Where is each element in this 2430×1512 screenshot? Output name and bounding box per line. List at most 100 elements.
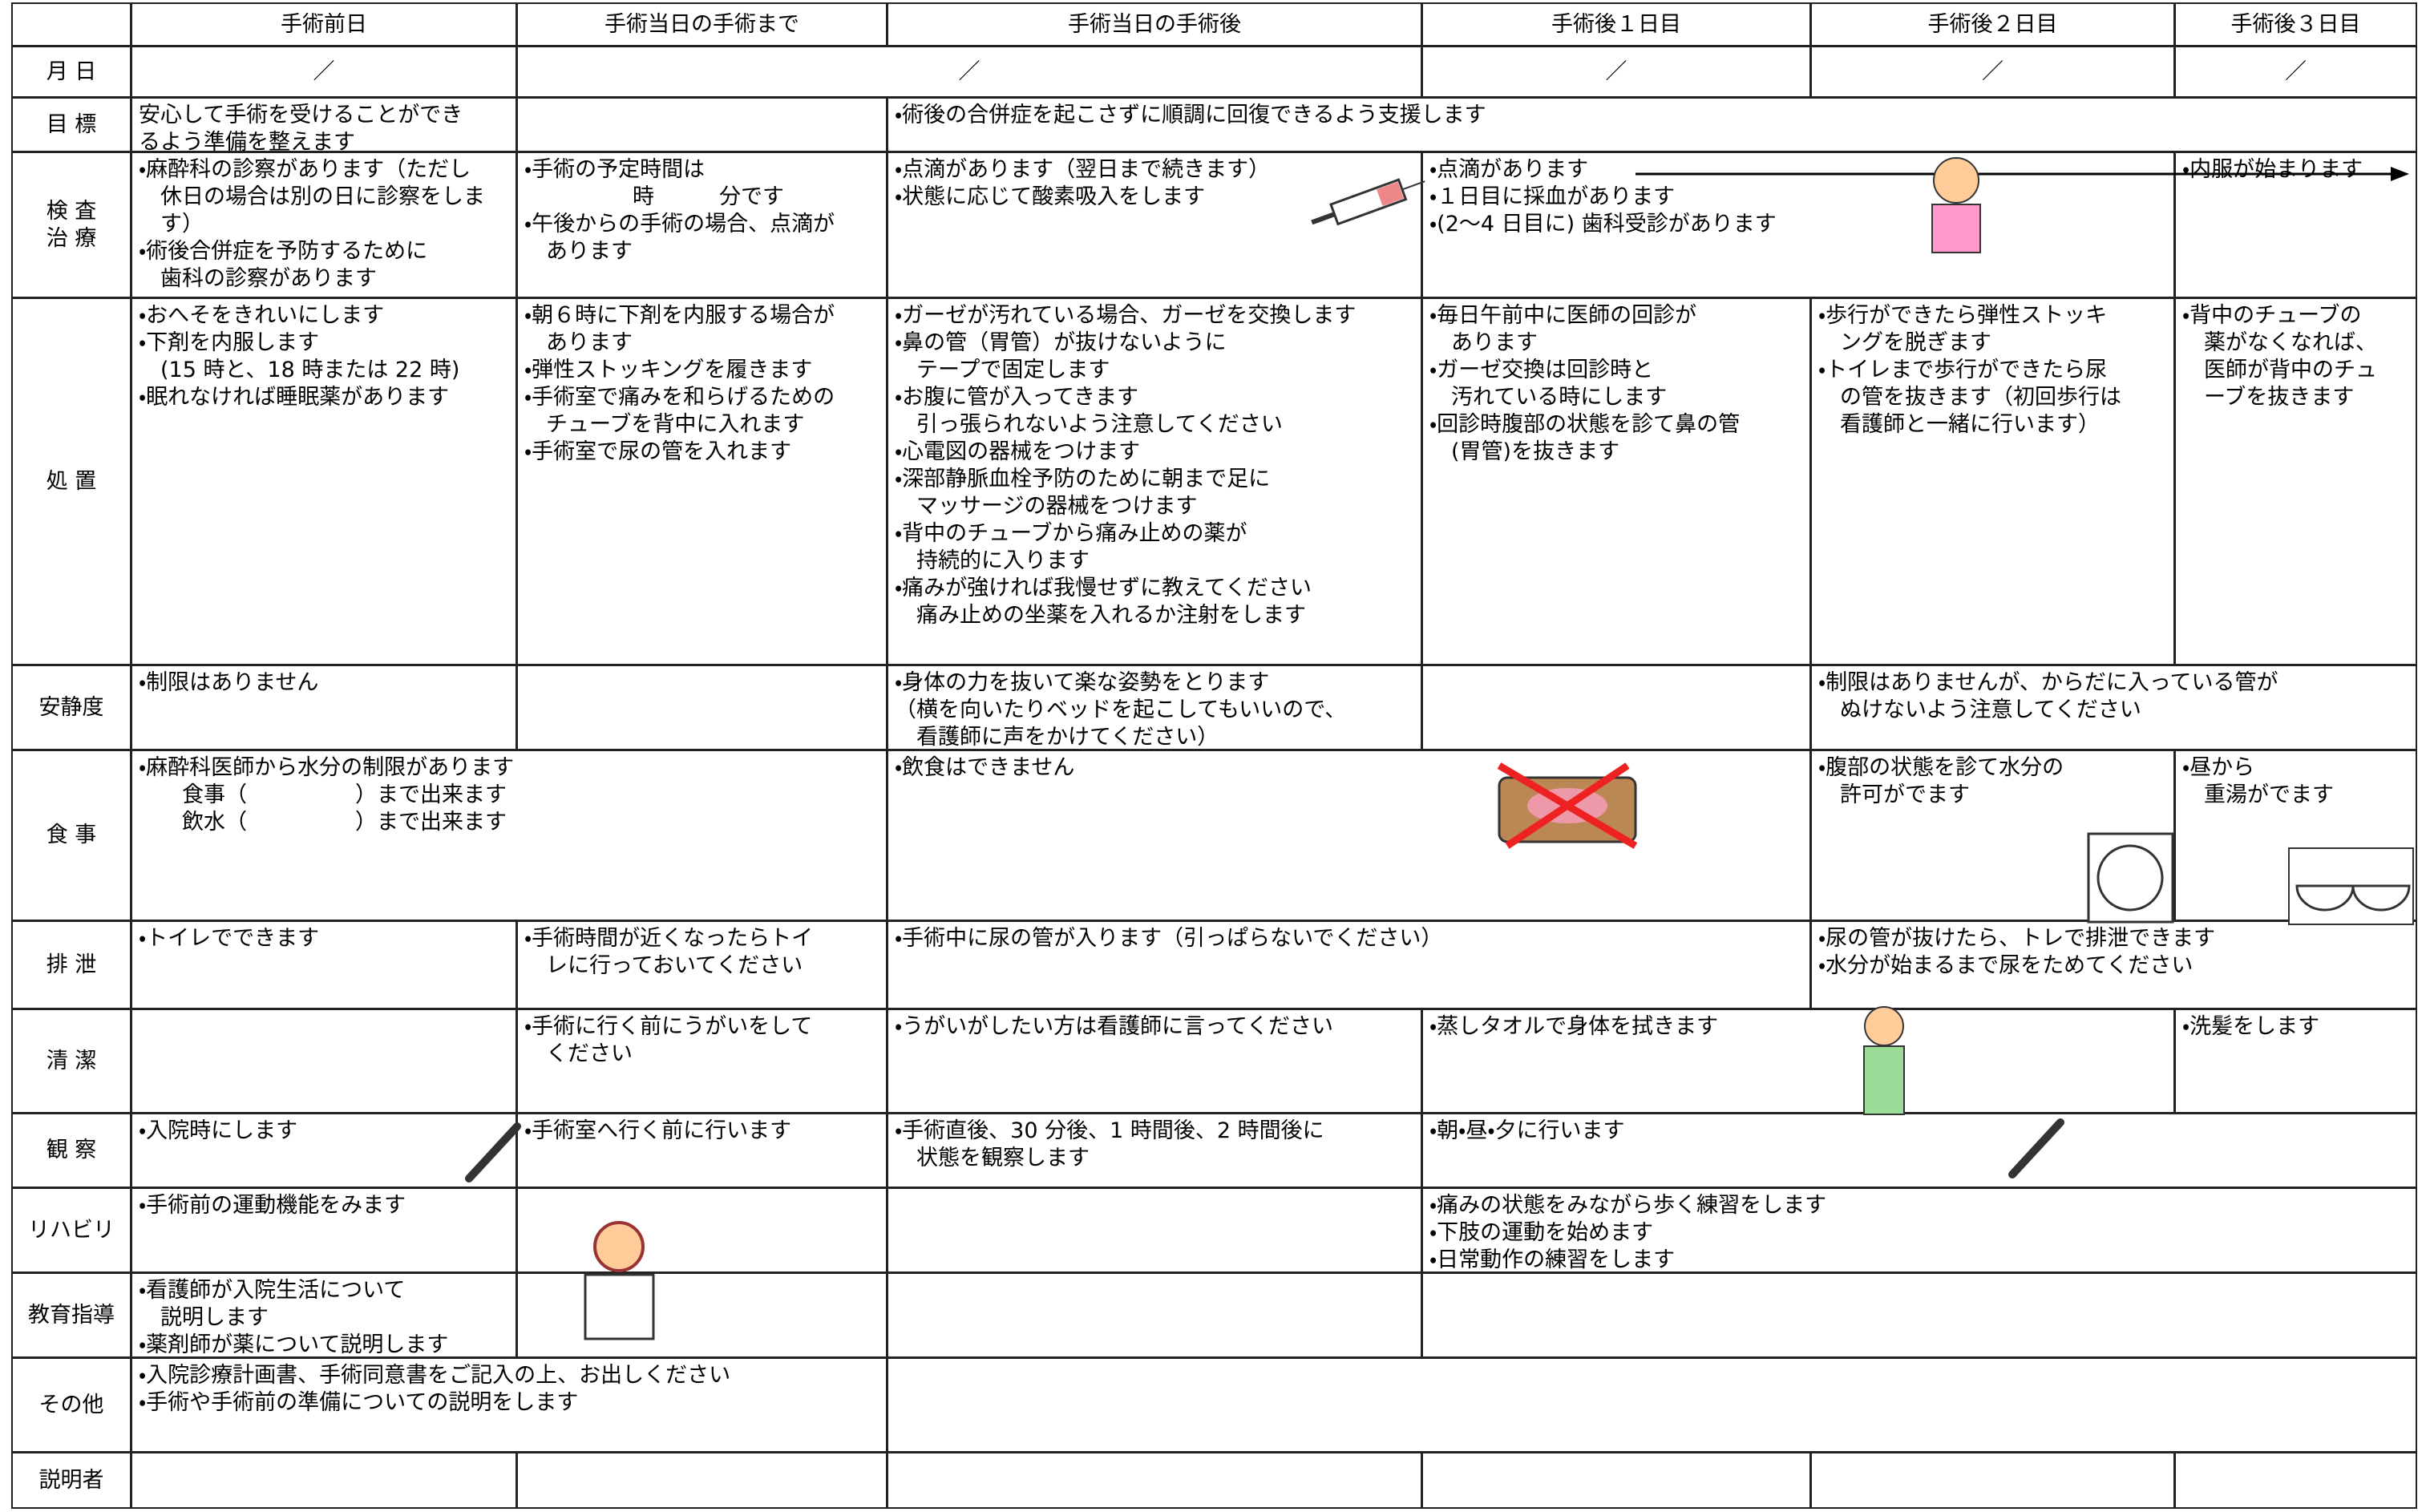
text-line: ・内服が始まります: [2182, 157, 2363, 182]
table-cell: ・看護師が入院生活について 説明します ・薬剤師が薬について説明します: [131, 1272, 517, 1358]
table-cell: ／: [1421, 46, 1811, 98]
row-label: 教育指導: [11, 1272, 131, 1358]
table-cell: ・手術に行く前にうがいをして ください: [516, 1009, 887, 1114]
text-line: 教育指導: [28, 1302, 115, 1328]
text-line: ・看護師が入院生活について: [139, 1278, 406, 1303]
text-line: 食 事: [46, 823, 97, 847]
text-line: ・毎日午前中に医師の回診が: [1429, 303, 1697, 328]
cell-text: ／: [1982, 59, 2003, 86]
table-cell: [887, 1272, 1422, 1358]
text-line: ・眠れなければ睡眠薬があります: [139, 385, 450, 410]
text-line: リハビリ: [28, 1217, 115, 1243]
text-line: 月 日: [46, 59, 97, 84]
corner-cell: [11, 2, 131, 46]
row-label: 食 事: [11, 750, 131, 921]
text-line: るよう準備を整えます: [139, 130, 355, 152]
table-cell: [887, 1452, 1422, 1509]
table-cell: [131, 1009, 517, 1114]
table-cell: ・洗髪をします: [2174, 1009, 2417, 1114]
text-line: ／: [1605, 59, 1627, 84]
text-line: ・回診時腹部の状態を診て鼻の管: [1429, 412, 1741, 437]
text-line: 手術当日の手術まで: [604, 11, 799, 37]
table-cell: [1421, 1272, 2417, 1358]
text-line: 医師が背中のチュ: [2182, 358, 2377, 382]
table-cell: ・朝・昼・夕に行います: [1421, 1113, 2417, 1188]
table-cell: ・飲食はできません: [887, 750, 1811, 921]
table-cell: [2174, 1452, 2417, 1509]
table-cell: ・麻酔科の診察があります（ただし 休日の場合は別の日に診察をしま す） ・術後合併…: [131, 152, 517, 298]
table-cell: ・入院診療計画書、手術同意書をご記入の上、お出しください ・手術や手術前の準備につ…: [131, 1357, 887, 1453]
text-line: 処 置: [46, 468, 97, 494]
row-label: 検 査治 療: [11, 152, 131, 298]
text-line: ・手術室で尿の管を入れます: [524, 439, 792, 464]
text-line: あります: [524, 330, 633, 355]
text-line: ・制限はありません: [139, 670, 319, 695]
text-line: 排 泄: [46, 952, 97, 977]
table-cell: [516, 665, 887, 750]
text-line: ・弾性ストッキングを履きます: [524, 358, 813, 382]
text-line: ・水分が始まるまで尿をためてください: [1818, 953, 2193, 978]
text-line: ・手術に行く前にうがいをして: [524, 1014, 813, 1039]
text-line: 歯科の診察があります: [139, 266, 377, 291]
text-line: 説明者: [38, 1467, 104, 1493]
text-line: ・痛みの状態をみながら歩く練習をします: [1429, 1193, 1827, 1218]
cell-text: ／: [1606, 59, 1627, 86]
text-line: ・午後からの手術の場合、点滴が: [524, 212, 835, 237]
table-cell: ・術後の合併症を起こさずに順調に回復できるよう支援します: [887, 97, 2417, 152]
text-line: す）: [139, 212, 204, 237]
text-line: ・鼻の管（胃管）が抜けないように: [895, 330, 1227, 355]
column-header: 手術後２日目: [1810, 2, 2175, 46]
text-line: ・麻酔科の診察があります（ただし: [139, 157, 471, 182]
text-line: 休日の場合は別の日に診察をしま: [139, 184, 485, 209]
table-cell: ・毎日午前中に医師の回診が あります ・ガーゼ交換は回診時と 汚れている時にします…: [1421, 297, 1811, 665]
table-cell: ・入院時にします: [131, 1113, 517, 1188]
table-cell: ・朝６時に下剤を内服する場合が あります ・弾性ストッキングを履きます ・手術室で痛…: [516, 297, 887, 665]
text-line: ・背中のチューブから痛み止めの薬が: [895, 521, 1247, 546]
text-line: ・深部静脈血栓予防のために朝まで足に: [895, 467, 1271, 491]
table-cell: [516, 1452, 887, 1509]
text-line: ／: [313, 59, 335, 84]
text-line: （横を向いたりベッドを起こしてもいいので、: [895, 697, 1347, 722]
row-label: リハビリ: [11, 1187, 131, 1273]
table-cell: ・尿の管が抜けたら、トレで排泄できます ・水分が始まるまで尿をためてください: [1810, 920, 2417, 1009]
text-line: 手術後１日目: [1551, 11, 1681, 37]
text-line: ・術後の合併症を起こさずに順調に回復できるよう支援します: [895, 103, 1486, 127]
table-cell: ・制限はありません: [131, 665, 517, 750]
cell-text: ／: [313, 59, 335, 86]
table-cell: ・手術中に尿の管が入ります（引っぱらないでください）: [887, 920, 1811, 1009]
table-cell: [1421, 665, 1811, 750]
text-line: ／: [958, 59, 980, 84]
column-header: 手術後１日目: [1421, 2, 1811, 46]
table-cell: ／: [516, 46, 1422, 98]
text-line: 痛み止めの坐薬を入れるか注射をします: [895, 603, 1306, 628]
text-line: 汚れている時にします: [1429, 385, 1668, 410]
table-cell: [131, 1452, 517, 1509]
table-cell: 安心して手術を受けることができ るよう準備を整えます: [131, 97, 517, 152]
text-line: 安心して手術を受けることができ: [139, 103, 463, 127]
text-line: 安静度: [38, 694, 104, 720]
text-line: ・手術室へ行く前に行います: [524, 1118, 792, 1143]
table-cell: ・昼から 重湯がでます: [2174, 750, 2417, 921]
row-label: 清 潔: [11, 1009, 131, 1114]
text-line: 飲水（ ）まで出来ます: [139, 810, 507, 835]
cell-text: ／: [2285, 59, 2307, 86]
text-line: 食事（ ）まで出来ます: [139, 782, 507, 807]
text-line: 引っ張られないよう注意してください: [895, 412, 1283, 437]
text-line: ・ガーゼが汚れている場合、ガーゼを交換します: [895, 303, 1357, 328]
text-line: 看護師に声をかけてください）: [895, 725, 1219, 750]
table-cell: [516, 1272, 887, 1358]
column-header: 手術当日の手術まで: [516, 2, 887, 46]
text-line: ・おへそをきれいにします: [139, 303, 385, 328]
text-line: テープで固定します: [895, 358, 1110, 382]
column-header: 手術前日: [131, 2, 517, 46]
text-line: あります: [524, 239, 633, 264]
text-line: ・麻酔科医師から水分の制限があります: [139, 755, 515, 780]
table-cell: [1421, 1452, 1811, 1509]
text-line: ・飲食はできません: [895, 755, 1075, 780]
text-line: ・トイレまで歩行ができたら尿: [1818, 358, 2108, 382]
text-line: ・お腹に管が入ってきます: [895, 385, 1139, 410]
text-line: ・下肢の運動を始めます: [1429, 1220, 1654, 1245]
table-cell: ・内服が始まります: [2174, 152, 2417, 298]
row-label: 観 察: [11, 1113, 131, 1188]
